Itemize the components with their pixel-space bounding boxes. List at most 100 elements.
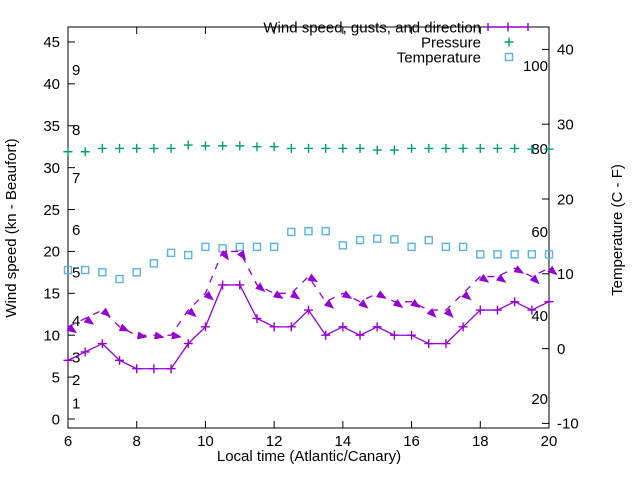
pressure-point <box>475 143 485 153</box>
wind-direction-arrow-icon <box>100 307 111 318</box>
x-axis-title: Local time (Atlantic/Canary) <box>217 448 401 465</box>
right-tick-label: 40 <box>557 42 574 59</box>
temperature-point <box>493 250 502 259</box>
beaufort-scale-label: 3 <box>72 349 80 366</box>
temperature-point <box>510 250 519 259</box>
temperature-point <box>476 250 485 259</box>
pressure-point <box>286 143 296 153</box>
wind-point <box>200 322 210 332</box>
pressure-point <box>252 142 262 152</box>
wind-line <box>67 284 550 370</box>
wind-point <box>424 339 434 349</box>
wind-direction-arrow-icon <box>307 273 319 283</box>
right-tick-label: 0 <box>557 341 565 358</box>
fahrenheit-scale-label: 20 <box>531 391 548 408</box>
beaufort-scale-label: 9 <box>72 62 80 79</box>
beaufort-scale-label: 1 <box>72 395 80 412</box>
wind-point <box>269 322 279 332</box>
wind-direction-arrow-icon <box>171 331 182 340</box>
gust-series <box>66 249 558 340</box>
right-tick-label: 30 <box>557 116 574 133</box>
wind-direction-arrow-icon <box>66 324 78 334</box>
wind-point <box>527 305 537 315</box>
wind-direction-arrow-icon <box>219 249 229 261</box>
left-axis-ticks <box>68 41 75 420</box>
x-tick-label: 20 <box>541 433 558 450</box>
temperature-point <box>80 265 90 275</box>
pressure-point <box>338 143 348 153</box>
wind-direction-arrow-icon <box>186 307 197 318</box>
temperature-point <box>166 248 176 258</box>
wind-direction-arrow-icon <box>529 274 540 285</box>
pressure-point <box>527 144 537 154</box>
pressure-point <box>166 143 176 153</box>
wind-direction-arrow-icon <box>289 290 301 300</box>
wind-direction-arrow-icon <box>443 307 454 318</box>
wind-direction-arrow-icon <box>273 290 284 299</box>
pressure-point <box>97 143 107 153</box>
legend-sample-temperature-square-icon <box>504 52 514 62</box>
pressure-point <box>458 143 468 153</box>
left-tick-label: 30 <box>43 160 60 177</box>
temperature-point <box>252 242 262 252</box>
temperature-point <box>269 242 279 252</box>
x-tick-label: 18 <box>472 433 489 450</box>
legend-label-wind: Wind speed, gusts, and direction <box>263 19 481 36</box>
wind-point <box>63 355 73 365</box>
temperature-point <box>98 268 107 277</box>
temperature-point <box>115 274 124 284</box>
pressure-point <box>200 141 210 151</box>
wind-point <box>149 364 159 374</box>
temperature-point <box>355 235 365 245</box>
legend: Wind speed, gusts, and direction Pressur… <box>263 19 529 66</box>
temperature-series <box>63 226 554 284</box>
x-tick-label: 16 <box>403 433 420 450</box>
left-tick-label: 10 <box>43 327 60 344</box>
temperature-point <box>304 226 313 236</box>
legend-label-pressure: Pressure <box>421 34 481 51</box>
left-tick-label: 40 <box>43 76 60 93</box>
legend-sample-wind-errorbar-icon <box>487 22 529 32</box>
fahrenheit-scale-label: 40 <box>531 308 548 325</box>
temperature-point <box>287 227 296 237</box>
left-tick-label: 15 <box>43 286 60 303</box>
beaufort-scale-label: 4 <box>72 313 80 330</box>
wind-point <box>389 330 399 340</box>
pressure-point <box>218 141 228 151</box>
wind-direction-arrow-icon <box>461 290 472 301</box>
wind-direction-arrow-icon <box>237 249 247 261</box>
left-tick-label: 35 <box>43 118 60 135</box>
wind-direction-arrow-icon <box>203 290 214 301</box>
beaufort-scale-label: 6 <box>72 222 80 239</box>
wind-point <box>183 339 193 349</box>
pressure-point <box>115 143 125 153</box>
pressure-point <box>424 143 434 153</box>
gust-line <box>67 250 550 336</box>
beaufort-scale-label: 2 <box>72 372 80 389</box>
pressure-point <box>389 145 399 155</box>
temperature-point <box>321 226 330 236</box>
pressure-point <box>355 143 365 153</box>
wind-series <box>63 280 554 374</box>
temperature-point <box>132 268 141 277</box>
legend-label-temperature: Temperature <box>397 49 481 66</box>
wind-point <box>441 339 451 349</box>
wind-point <box>338 322 348 332</box>
wind-direction-arrow-icon <box>392 299 404 309</box>
x-tick-label: 12 <box>266 433 283 450</box>
temperature-point <box>441 242 451 252</box>
wind-direction-arrow-icon <box>410 299 421 309</box>
wind-direction-arrow-icon <box>83 315 95 325</box>
wind-point <box>132 364 142 374</box>
pressure-point <box>269 142 279 152</box>
plot-border <box>67 26 550 429</box>
wind-point <box>475 305 485 315</box>
temperature-point <box>184 250 193 260</box>
right-axis-ticks <box>542 48 549 424</box>
temperature-point <box>424 235 433 245</box>
wind-point <box>218 280 228 290</box>
temperature-point <box>527 250 537 259</box>
x-tick-label: 8 <box>133 433 141 450</box>
right-tick-label: -10 <box>557 416 579 433</box>
